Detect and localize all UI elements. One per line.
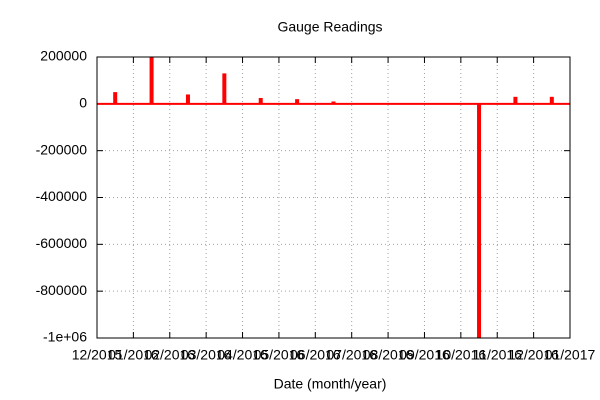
x-tick-label: 01/2016 (108, 347, 159, 363)
chart-title: Gauge Readings (277, 19, 382, 35)
x-tick-label: 09/2016 (399, 347, 450, 363)
y-tick-label: -600000 (36, 235, 88, 251)
x-tick-label: 06/2016 (290, 347, 341, 363)
x-tick-label: 12/2016 (508, 347, 559, 363)
x-tick-label: 04/2016 (217, 347, 268, 363)
x-tick-label: 10/2016 (436, 347, 487, 363)
x-tick-label: 08/2016 (363, 347, 414, 363)
y-tick-label: 200000 (40, 48, 87, 64)
y-tick-label: -800000 (36, 282, 88, 298)
x-tick-label: 03/2016 (181, 347, 232, 363)
x-tick-label: 12/2015 (72, 347, 123, 363)
y-tick-label: -1e+06 (43, 329, 87, 345)
x-tick-label: 01/2017 (545, 347, 596, 363)
plot-border (96, 56, 571, 339)
y-tick-label: -200000 (36, 141, 88, 157)
x-tick-label: 02/2016 (144, 347, 195, 363)
x-tick-label: 07/2016 (326, 347, 377, 363)
x-tick-label: 11/2016 (472, 347, 522, 363)
x-axis-label: Date (month/year) (274, 376, 387, 392)
y-tick-label: 0 (79, 95, 87, 111)
y-tick-label: -400000 (36, 188, 88, 204)
x-tick-label: 05/2016 (254, 347, 305, 363)
